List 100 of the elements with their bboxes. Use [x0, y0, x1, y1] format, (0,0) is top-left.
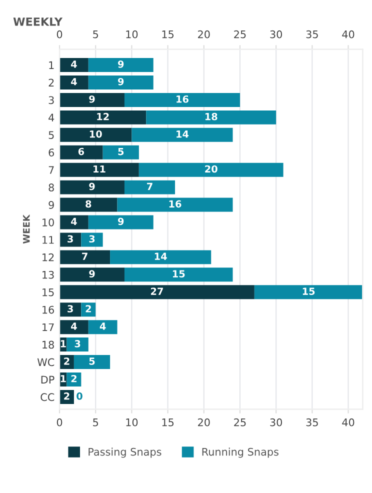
bar [88, 76, 154, 90]
data-label: 4 [71, 218, 77, 225]
bar [60, 285, 254, 300]
data-label: 1 [60, 340, 66, 348]
data-label: 6 [78, 148, 84, 156]
bar [88, 215, 154, 230]
data-label: 2 [86, 305, 91, 312]
bar [60, 268, 124, 282]
bar [110, 250, 212, 264]
bar [60, 92, 124, 107]
bar [60, 76, 88, 90]
bar [81, 232, 103, 247]
chart-title: WEEKLY [13, 18, 63, 26]
bar [124, 92, 240, 107]
data-label: 18 [205, 112, 218, 120]
data-label: 3 [68, 305, 73, 312]
x-tick-label: 10 [126, 418, 138, 426]
data-label: 7 [147, 182, 152, 190]
x2-tick-label: 10 [126, 30, 138, 38]
y-tick-label: 1 [49, 61, 54, 69]
x-tick-label: 20 [198, 418, 210, 426]
y-tick-label: 15 [42, 288, 54, 296]
y-tick-label: 11 [42, 236, 54, 244]
x2-tick-label: 35 [306, 30, 318, 38]
bar [132, 128, 233, 142]
data-label: 11 [94, 165, 106, 173]
y-tick-label: 13 [42, 270, 54, 279]
bar [74, 355, 110, 370]
x2-tick-label: 20 [198, 30, 210, 38]
data-label: 1 [60, 375, 66, 382]
data-label: 7 [82, 252, 88, 260]
data-label: 4 [71, 60, 77, 68]
y-tick-label: 12 [42, 253, 54, 262]
bar [88, 58, 154, 72]
y-tick-label: 6 [48, 148, 54, 156]
x-tick-label: 0 [56, 418, 62, 426]
y-tick-label: 3 [48, 96, 54, 104]
data-label: 3 [68, 235, 73, 243]
data-label: 0 [76, 392, 82, 400]
x2-tick-label: 30 [270, 30, 282, 38]
data-label: 12 [97, 112, 109, 120]
bar [60, 232, 82, 247]
bar [60, 128, 132, 142]
bar [60, 145, 103, 160]
data-label: 4 [71, 78, 77, 86]
data-label: 15 [172, 270, 185, 278]
data-label: 20 [205, 165, 218, 173]
data-label: 14 [176, 130, 189, 138]
data-label: 9 [89, 270, 95, 278]
x-tick-label: 5 [93, 418, 98, 426]
x-tick-label: 30 [270, 418, 282, 426]
data-label: 5 [89, 358, 95, 365]
y-tick-label: CC [40, 393, 54, 402]
y-tick-label: 8 [48, 184, 54, 192]
data-label: 2 [71, 374, 76, 382]
data-label: 4 [71, 322, 77, 330]
legend-label: Passing Snaps [88, 448, 162, 458]
x-tick-label: 40 [342, 418, 354, 426]
data-label: 9 [118, 60, 124, 68]
y-tick-label: 10 [42, 218, 54, 226]
x2-tick-label: 5 [93, 30, 98, 38]
bar [138, 162, 284, 177]
y-tick-label: WC [37, 358, 54, 366]
data-label: 9 [89, 182, 95, 190]
data-label: 14 [154, 252, 167, 260]
bar [66, 338, 88, 352]
data-label: 3 [89, 235, 95, 243]
data-label: 3 [74, 340, 80, 348]
y-tick-label: 4 [48, 114, 54, 122]
data-label: 9 [118, 78, 124, 86]
bar [60, 162, 139, 177]
bar [124, 268, 233, 282]
bar [254, 285, 363, 300]
x-tick-label: 35 [306, 418, 318, 426]
y-tick-label: 2 [48, 78, 54, 86]
bar [124, 180, 176, 194]
bar [88, 320, 118, 334]
data-label: 9 [89, 95, 95, 103]
y-tick-label: DP [41, 376, 54, 384]
x2-tick-label: 25 [234, 30, 246, 38]
bar [60, 302, 82, 317]
data-label: 2 [64, 357, 70, 365]
y-tick-label: 18 [42, 340, 54, 349]
data-label: 5 [118, 148, 124, 156]
bar [102, 145, 139, 160]
y-axis-title: WEEK [23, 214, 30, 244]
y-tick-label: 9 [48, 201, 54, 209]
bar [60, 250, 110, 264]
x2-tick-label: 0 [56, 30, 62, 38]
data-label: 10 [90, 130, 102, 138]
bar [60, 180, 124, 194]
legend-label: Running Snaps [202, 448, 278, 458]
bar [60, 110, 146, 124]
x2-tick-label: 40 [342, 30, 354, 38]
data-label: 27 [150, 288, 163, 295]
x-tick-label: 25 [234, 418, 246, 426]
data-label: 4 [100, 322, 106, 330]
bar [66, 372, 82, 386]
data-label: 8 [86, 200, 92, 208]
x2-tick-label: 15 [162, 30, 174, 38]
